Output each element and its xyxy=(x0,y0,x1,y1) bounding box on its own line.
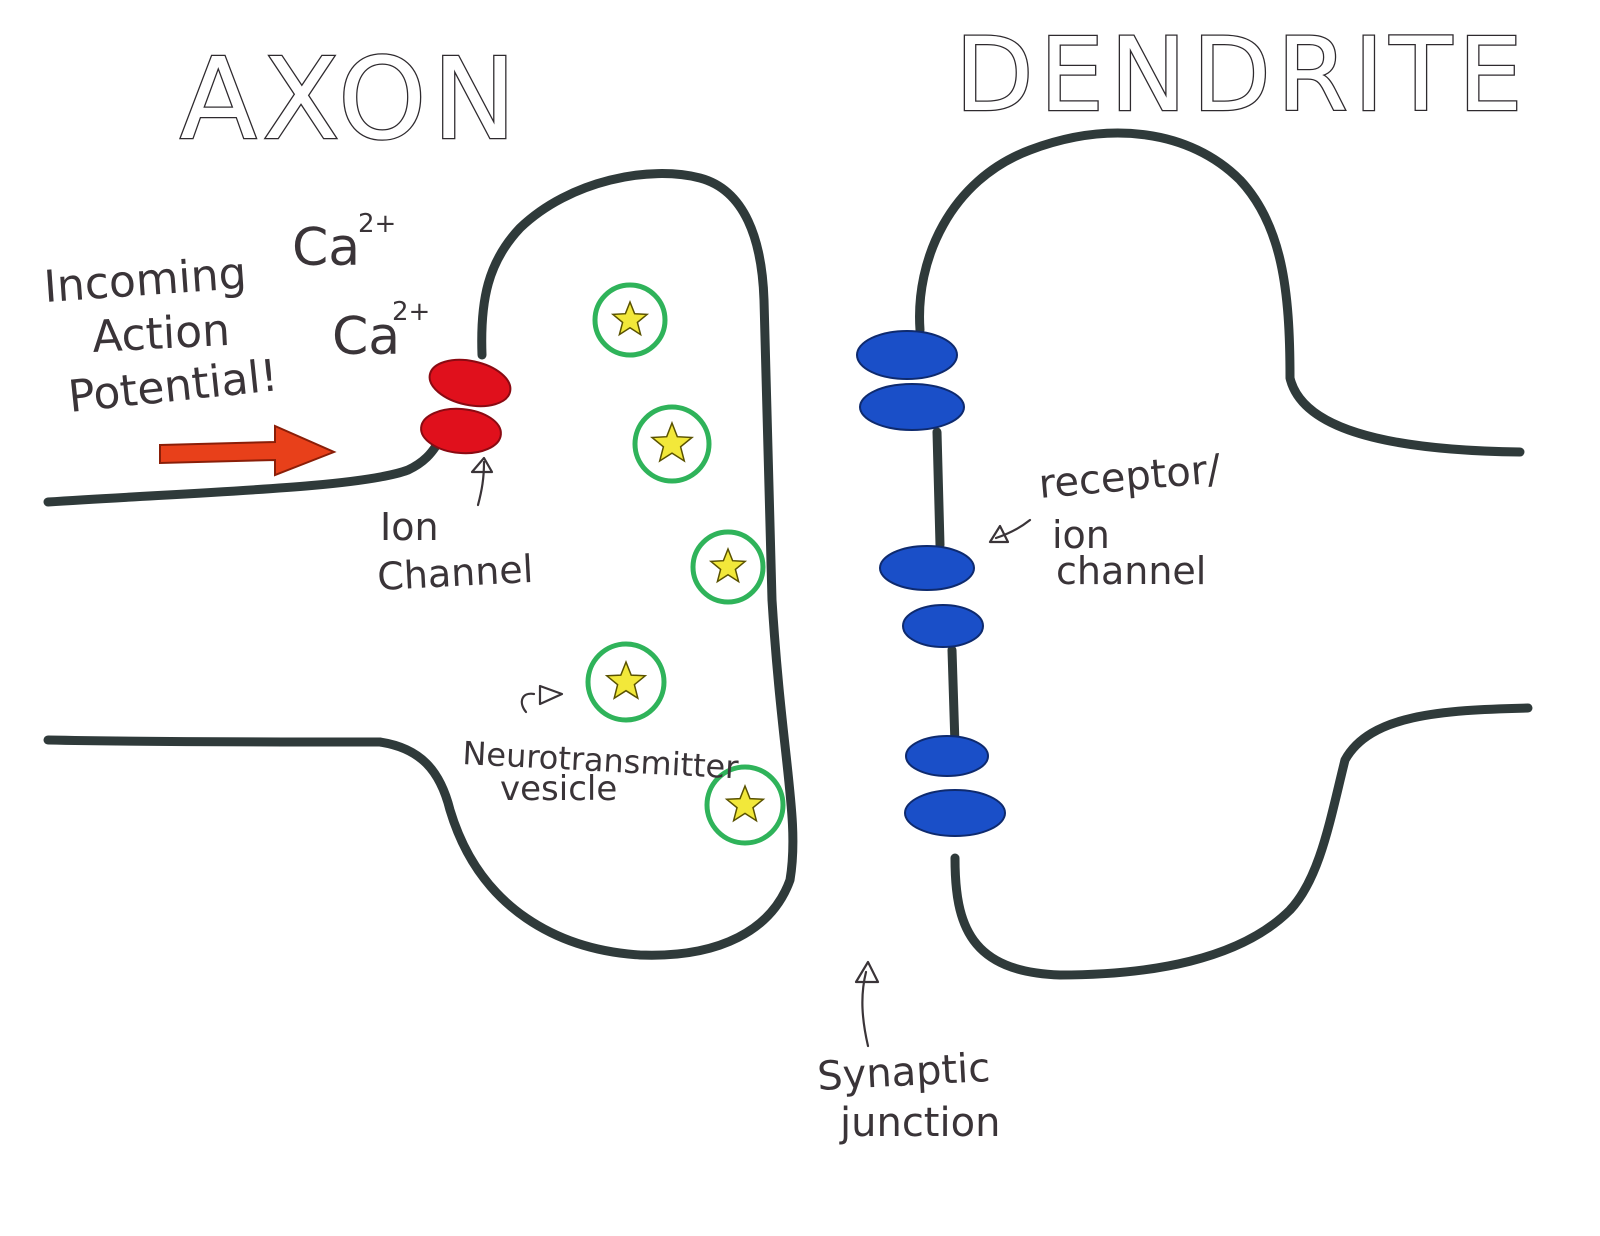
axon-upper-membrane xyxy=(43,441,441,507)
synaptic-junction-pointer xyxy=(854,960,880,1048)
incoming-action-potential-label: Incoming Action Potential! xyxy=(42,248,280,423)
vesicle-label-line-2: vesicle xyxy=(500,769,617,809)
receptor-label-line-1: receptor/ xyxy=(1037,446,1223,508)
receptor-label-line-3: channel xyxy=(1056,549,1206,593)
neurotransmitter-star-icon xyxy=(708,546,748,584)
synaptic-label-line-1: Synaptic xyxy=(816,1045,991,1100)
calcium-symbol: Ca xyxy=(332,307,400,367)
receptor-5 xyxy=(905,735,989,777)
neurotransmitter-star-icon xyxy=(604,659,648,700)
dendrite-receptors xyxy=(856,330,1006,837)
ion-channel-pointer xyxy=(470,456,494,507)
calcium-charge: 2+ xyxy=(358,209,396,239)
receptor-1 xyxy=(856,330,958,380)
neurotransmitter-star-icon xyxy=(610,299,650,337)
axon-ion-channel xyxy=(420,358,512,455)
axon-title: AXON xyxy=(180,35,522,165)
neurotransmitter-star-icon xyxy=(724,783,766,823)
vesicle-4 xyxy=(585,641,667,723)
dendrite-title: DENDRITE xyxy=(955,16,1529,135)
dendrite-upper-membrane xyxy=(915,128,1525,457)
receptor-4 xyxy=(902,604,984,648)
incoming-label-line-1: Incoming xyxy=(42,248,248,313)
synaptic-junction-label: Synaptic junction xyxy=(816,960,1000,1146)
dendrite-spine xyxy=(915,128,1533,980)
vesicles xyxy=(585,282,786,846)
vesicle-3 xyxy=(690,529,766,605)
receptor-label: receptor/ ion channel xyxy=(988,446,1223,593)
ion-channel-label-line-2: Channel xyxy=(376,547,534,599)
synaptic-label-line-2: junction xyxy=(839,1100,1000,1146)
incoming-label-line-2: Action xyxy=(91,305,231,363)
calcium-symbol: Ca xyxy=(292,218,360,278)
axon-terminal xyxy=(43,169,798,960)
calcium-charge: 2+ xyxy=(392,297,430,327)
receptor-6 xyxy=(904,789,1006,837)
dendrite-membrane-segment-1 xyxy=(932,427,945,550)
dendrite-lower-membrane xyxy=(950,703,1533,980)
vesicle-5 xyxy=(704,764,786,846)
vesicle-pointer xyxy=(520,684,564,714)
dendrite-membrane-segment-2 xyxy=(947,645,960,750)
right-arrow-icon xyxy=(159,424,337,477)
receptor-3 xyxy=(879,545,975,591)
neurotransmitter-star-icon xyxy=(650,420,694,463)
ion-channel-label-line-1: Ion xyxy=(380,505,439,549)
vesicle-1 xyxy=(592,282,668,358)
receptor-pointer xyxy=(988,518,1032,544)
axon-terminal-membrane xyxy=(43,169,798,960)
ion-channel-label: Ion Channel xyxy=(376,456,534,599)
calcium-ion-label-2: Ca 2+ xyxy=(332,297,430,367)
ion-channel-upper xyxy=(428,358,512,408)
ion-channel-lower xyxy=(420,407,502,455)
receptor-label-line-2: ion xyxy=(1052,513,1110,557)
receptor-2 xyxy=(859,383,965,431)
vesicle-2 xyxy=(632,404,712,484)
calcium-ion-label-1: Ca 2+ xyxy=(292,209,396,278)
